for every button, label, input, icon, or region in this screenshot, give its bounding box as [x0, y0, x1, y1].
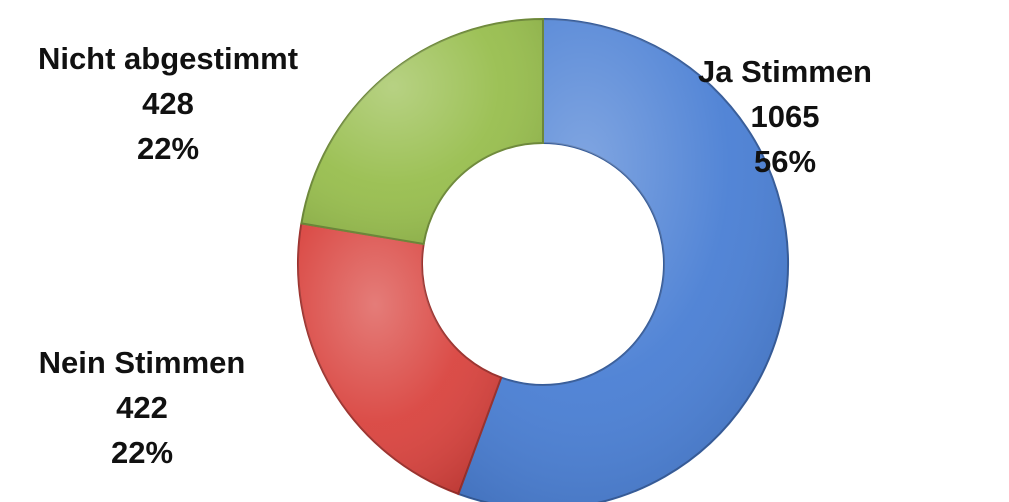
slice-highlight [297, 223, 502, 494]
slice-label-ja-stimmen: Ja Stimmen 1065 56% [665, 49, 905, 184]
slice-name: Nein Stimmen [38, 345, 246, 380]
slice-name: Ja Stimmen [697, 54, 872, 89]
slice-percent: 22% [136, 131, 200, 166]
slice-value: 428 [142, 86, 194, 121]
slice-label-nicht-abgestimmt: Nicht abgestimmt 428 22% [3, 36, 333, 171]
slice-highlight [301, 19, 543, 244]
slice-percent: 56% [753, 144, 817, 179]
slice-value: 422 [116, 390, 168, 425]
slice-label-nein-stimmen: Nein Stimmen 422 22% [0, 340, 287, 475]
slice-highlight [458, 19, 788, 502]
slice-value: 1065 [750, 99, 820, 134]
slice-percent: 22% [110, 435, 174, 470]
slice-name: Nicht abgestimmt [37, 41, 299, 76]
donut-slices [297, 17, 789, 502]
